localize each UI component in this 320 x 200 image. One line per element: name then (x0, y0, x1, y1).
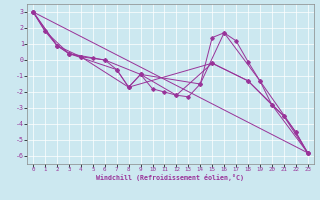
X-axis label: Windchill (Refroidissement éolien,°C): Windchill (Refroidissement éolien,°C) (96, 174, 244, 181)
